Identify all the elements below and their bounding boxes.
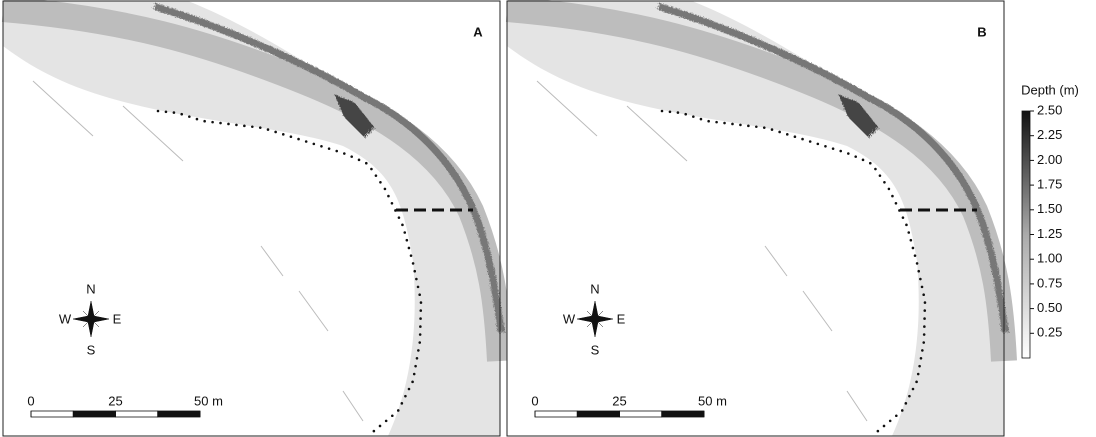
map-panel: A N S W E 0 25 50 m	[3, 1, 500, 436]
colorbar	[1022, 111, 1030, 358]
legend-tick-label: 1.50	[1037, 201, 1062, 216]
scale-label: 0	[27, 393, 34, 408]
compass-e: E	[113, 311, 122, 326]
compass-w: W	[59, 311, 72, 326]
scale-label: 25	[108, 393, 122, 408]
scale-segment	[620, 411, 662, 417]
legend-tick-label: 0.75	[1037, 275, 1062, 290]
scale-label: 50 m	[698, 393, 727, 408]
panel-label: A	[473, 24, 483, 39]
legend-title: Depth (m)	[1021, 82, 1079, 97]
legend-tick-label: 1.25	[1037, 226, 1062, 241]
legend-tick-label: 2.25	[1037, 127, 1062, 142]
scale-segment	[577, 411, 619, 417]
scale-label: 50 m	[194, 393, 223, 408]
legend-tick-label: 0.25	[1037, 325, 1062, 340]
map-panel: B N S W E 0 25 50 m	[507, 1, 1004, 436]
compass-n: N	[590, 281, 599, 296]
scale-label: 0	[531, 393, 538, 408]
compass-n: N	[86, 281, 95, 296]
compass-e: E	[617, 311, 626, 326]
scale-label: 25	[612, 393, 626, 408]
legend-tick-label: 0.50	[1037, 300, 1062, 315]
scale-segment	[662, 411, 704, 417]
legend-tick-label: 1.00	[1037, 251, 1062, 266]
compass-s: S	[87, 342, 96, 357]
figure: A N S W E 0 25 50 m B N S W E 0 25 50 m Depth (m) 2.50 2.2…	[0, 0, 1096, 437]
scale-segment	[116, 411, 158, 417]
scale-segment	[73, 411, 115, 417]
scale-segment	[158, 411, 200, 417]
scale-segment	[31, 411, 73, 417]
compass-w: W	[563, 311, 576, 326]
legend-tick-label: 1.75	[1037, 177, 1062, 192]
legend-tick-label: 2.00	[1037, 152, 1062, 167]
legend-tick-label: 2.50	[1037, 102, 1062, 117]
compass-s: S	[591, 342, 600, 357]
scale-segment	[535, 411, 577, 417]
panel-label: B	[977, 24, 986, 39]
